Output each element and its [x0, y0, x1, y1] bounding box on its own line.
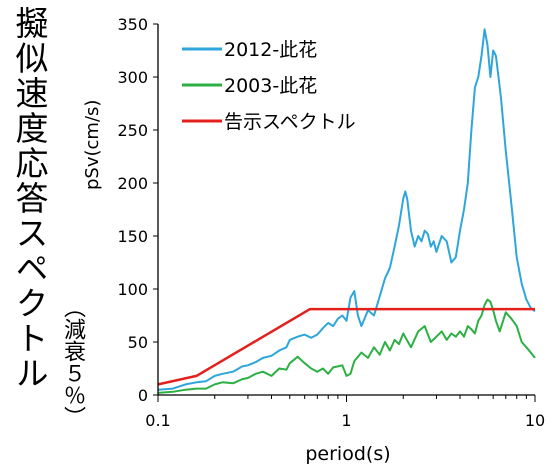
legend-label: 2012-此花 — [224, 39, 317, 61]
y-tick-label: 150 — [117, 227, 148, 246]
x-tick-label: 1 — [341, 411, 351, 430]
series-line-3 — [157, 307, 535, 386]
y-tick-label: 200 — [117, 174, 148, 193]
y-tick-label: 50 — [128, 333, 148, 352]
series-line-2 — [157, 298, 536, 394]
figure-subtitle: （減衰５％） — [60, 296, 85, 428]
x-tick-label: 0.1 — [145, 411, 170, 430]
legend-label: 告示スペクトル — [224, 111, 356, 133]
legend-label: 2003-此花 — [224, 75, 317, 97]
y-tick-label: 100 — [117, 280, 148, 299]
y-tick-label: 250 — [117, 121, 148, 140]
x-tick-label: 10 — [525, 411, 545, 430]
x-axis-label: period(s) — [305, 443, 390, 465]
figure-title: 擬似速度応答スペクトル — [10, 6, 49, 391]
y-tick-label: 0 — [138, 386, 148, 405]
plot-lines — [157, 28, 536, 394]
y-tick-label: 300 — [117, 68, 148, 87]
series-line-1 — [157, 28, 536, 391]
ticks: 0 50 100 150 200 250 300 350 0.1 1 10 — [117, 15, 545, 430]
y-tick-label: 350 — [117, 15, 148, 34]
